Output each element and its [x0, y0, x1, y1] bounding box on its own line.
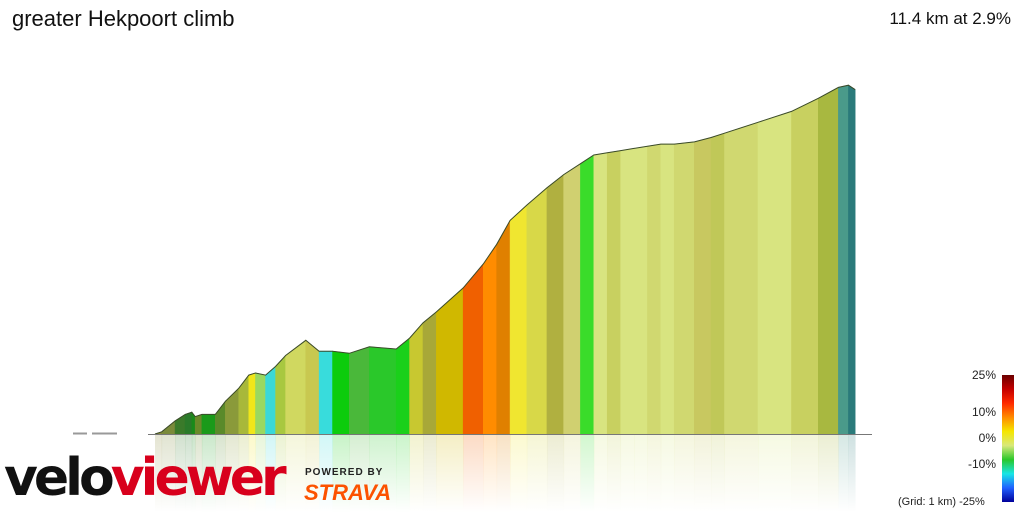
grade-segment [848, 84, 856, 435]
scale-label-0: 0% [978, 431, 996, 445]
grade-segment [563, 163, 581, 435]
grade-segment [838, 84, 849, 435]
grade-bands [154, 84, 856, 435]
grade-segment [593, 152, 608, 435]
reflection-fade [0, 435, 880, 512]
grade-segment [201, 414, 216, 435]
grade-segment [526, 187, 548, 435]
grade-color-scale [1002, 375, 1014, 502]
grade-segment [694, 137, 712, 435]
grade-segment [436, 287, 464, 435]
scale-label-minus10: -10% [967, 457, 996, 471]
grade-segment [633, 145, 648, 435]
grade-segment [369, 346, 397, 435]
grid-note: (Grid: 1 km) -25% [898, 496, 985, 508]
veloviewer-logo[interactable]: veloviewer [4, 448, 287, 508]
grade-segment [422, 311, 437, 435]
grade-segment [606, 150, 621, 435]
grade-segment [496, 219, 511, 435]
grade-segment [482, 243, 498, 435]
grade-segment [620, 148, 635, 435]
grade-segment [238, 374, 250, 435]
grade-segment [184, 411, 193, 435]
grade-segment [318, 350, 333, 435]
grade-segment [275, 354, 286, 435]
profile-outline [154, 84, 856, 435]
grade-segment [285, 339, 307, 435]
strava-logo[interactable]: STRAVA [304, 480, 392, 505]
grade-segment [673, 141, 695, 435]
grade-segment [255, 372, 266, 435]
grade-segment [580, 154, 595, 435]
grade-segment [305, 339, 320, 435]
scale-label-25: 25% [971, 368, 996, 382]
grade-segment [710, 132, 725, 435]
grade-segment [348, 346, 370, 435]
powered-by-label: POWERED BY [305, 467, 384, 478]
climb-summary: 11.4 km at 2.9% [889, 9, 1011, 28]
grade-segment [248, 372, 256, 435]
grade-segment [757, 110, 792, 435]
grade-segment [791, 97, 819, 435]
grade-segment [509, 204, 528, 435]
grade-segment [215, 400, 226, 435]
grade-segment [395, 337, 410, 435]
grade-segment [660, 143, 675, 435]
grade-segment [817, 86, 839, 435]
grade-segment [194, 413, 203, 435]
scale-label-10: 10% [971, 405, 996, 419]
grade-segment [409, 322, 424, 435]
grade-segment [265, 365, 276, 435]
grade-segment [332, 350, 350, 435]
grade-segment [724, 121, 759, 435]
page-title: greater Hekpoort climb [12, 6, 235, 31]
grade-segment [546, 173, 565, 435]
grade-segment [462, 263, 484, 435]
grade-segment [647, 143, 662, 435]
